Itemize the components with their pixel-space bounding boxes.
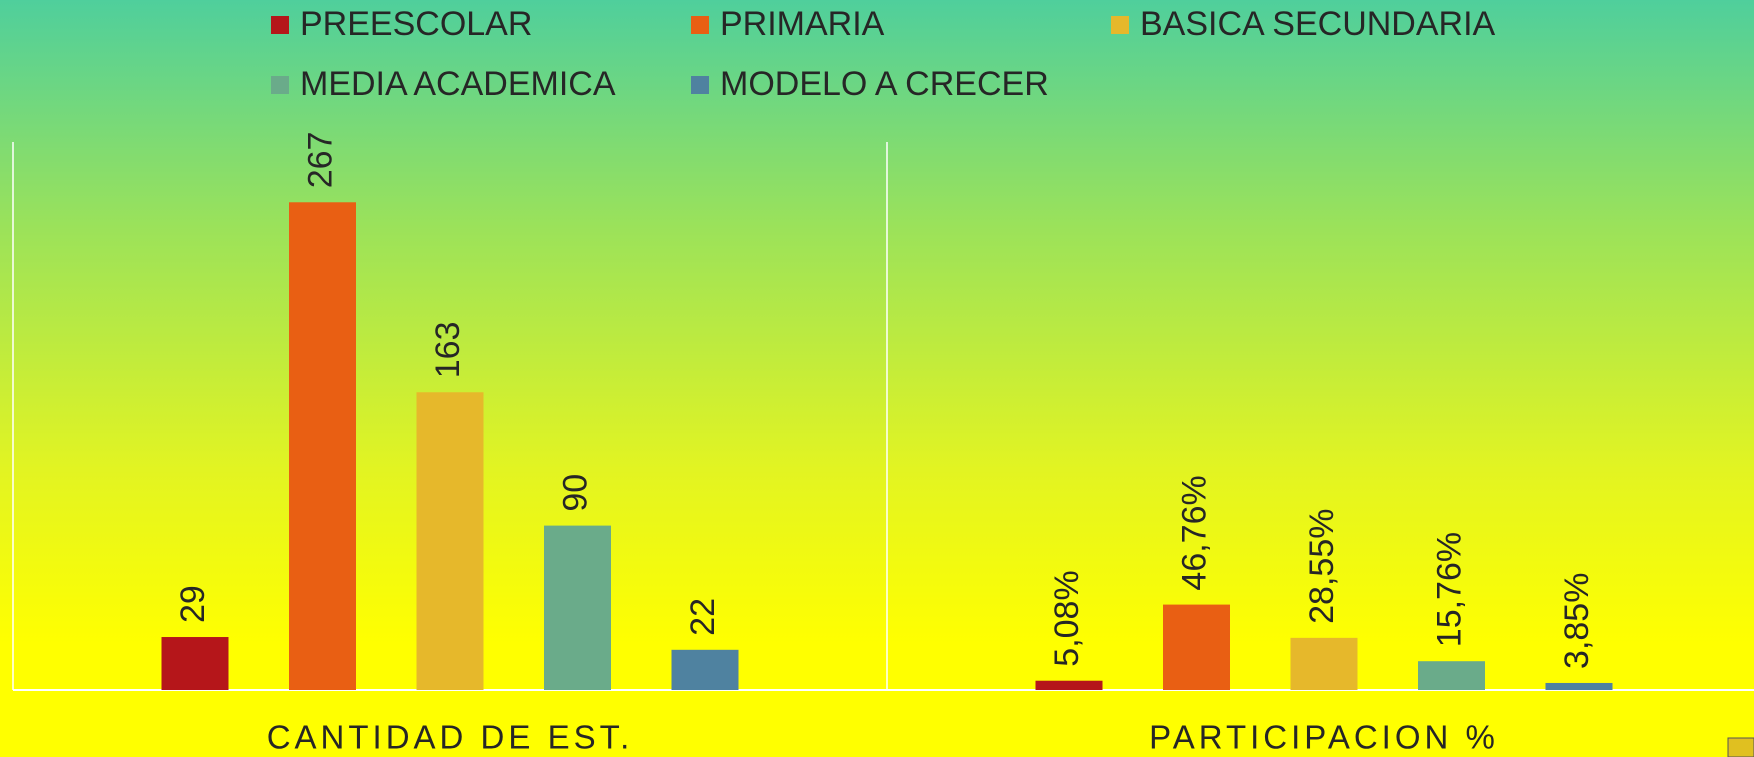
- bar: [289, 202, 356, 690]
- data-label: 90: [556, 474, 594, 512]
- legend-label: BASICA SECUNDARIA: [1140, 5, 1496, 43]
- legend-label: PRIMARIA: [720, 5, 885, 43]
- bar: [416, 392, 484, 690]
- legend-swatch: [271, 76, 289, 94]
- legend-swatch: [691, 16, 709, 34]
- data-label: 163: [429, 322, 467, 379]
- legend-label: MEDIA ACADEMICA: [300, 65, 616, 103]
- bar: [1418, 661, 1485, 690]
- legend-swatch: [691, 76, 709, 94]
- data-label: 22: [684, 598, 722, 636]
- x-tick-label: PARTICIPACION %: [1149, 719, 1499, 756]
- bar: [671, 649, 739, 690]
- legend-label: MODELO A CRECER: [720, 65, 1049, 103]
- bar: [1545, 682, 1613, 690]
- data-label: 46,76%: [1175, 475, 1213, 590]
- data-label: 5,08%: [1048, 570, 1086, 666]
- legend-swatch: [271, 16, 289, 34]
- data-label: 3,85%: [1558, 573, 1596, 669]
- bar: [161, 637, 229, 690]
- logo: [1727, 737, 1754, 757]
- legend-label: PREESCOLAR: [300, 5, 532, 43]
- bar: [1163, 604, 1230, 690]
- data-label: 28,55%: [1303, 509, 1341, 624]
- bar: [1290, 637, 1358, 690]
- legend-swatch: [1111, 16, 1129, 34]
- data-label: 15,76%: [1430, 532, 1468, 647]
- bar: [544, 525, 611, 690]
- x-tick-label: CANTIDAD DE EST.: [267, 719, 634, 756]
- data-label: 267: [301, 132, 339, 189]
- data-label: 29: [174, 585, 212, 623]
- bar: [1035, 680, 1103, 690]
